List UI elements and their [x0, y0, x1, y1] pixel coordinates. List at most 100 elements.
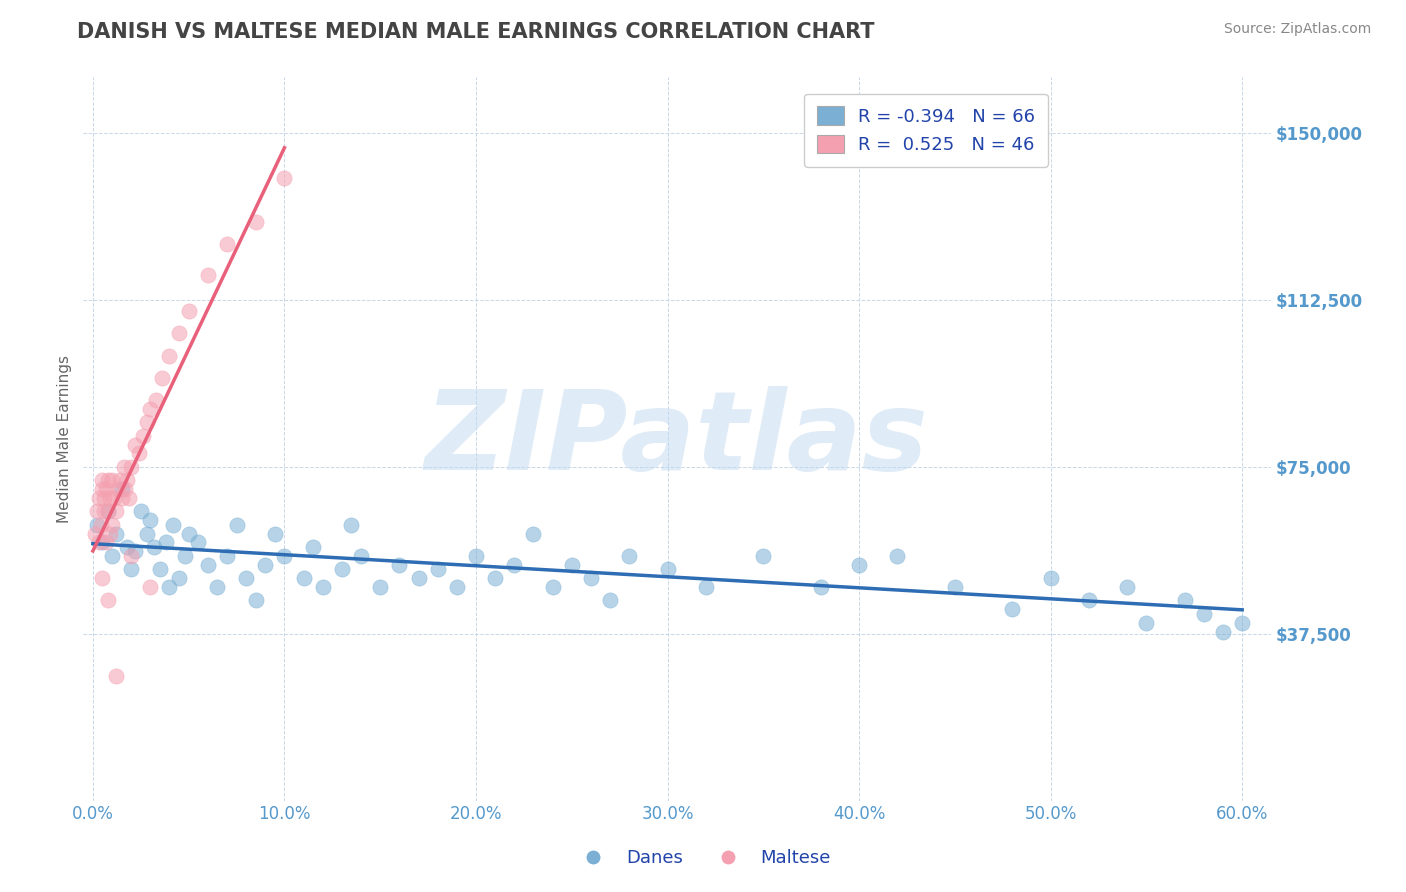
- Point: [114, 482, 136, 496]
- Point: [465, 549, 488, 563]
- Point: [579, 571, 602, 585]
- Y-axis label: Median Male Earnings: Median Male Earnings: [58, 355, 72, 523]
- Point: [103, 491, 125, 505]
- Point: [263, 526, 285, 541]
- Point: [112, 459, 135, 474]
- Point: [110, 491, 132, 505]
- Point: [96, 482, 118, 496]
- Point: [1135, 615, 1157, 630]
- Legend: Danes, Maltese: Danes, Maltese: [568, 842, 838, 874]
- Point: [312, 580, 335, 594]
- Point: [350, 549, 373, 563]
- Point: [886, 549, 908, 563]
- Point: [162, 517, 184, 532]
- Point: [86, 517, 108, 532]
- Point: [159, 580, 181, 594]
- Point: [98, 491, 121, 505]
- Point: [97, 504, 120, 518]
- Point: [426, 562, 449, 576]
- Point: [83, 526, 105, 541]
- Point: [91, 473, 114, 487]
- Point: [159, 349, 181, 363]
- Point: [368, 580, 391, 594]
- Point: [128, 446, 150, 460]
- Point: [273, 170, 295, 185]
- Point: [93, 491, 115, 505]
- Point: [98, 526, 121, 541]
- Point: [139, 402, 162, 417]
- Point: [124, 437, 146, 451]
- Point: [135, 415, 157, 429]
- Point: [1116, 580, 1139, 594]
- Point: [155, 535, 177, 549]
- Point: [135, 526, 157, 541]
- Point: [177, 304, 200, 318]
- Point: [167, 571, 190, 585]
- Point: [97, 593, 120, 607]
- Point: [446, 580, 468, 594]
- Point: [120, 562, 142, 576]
- Point: [124, 544, 146, 558]
- Point: [90, 517, 112, 532]
- Point: [101, 473, 124, 487]
- Point: [96, 535, 118, 549]
- Point: [101, 549, 124, 563]
- Point: [215, 549, 238, 563]
- Point: [695, 580, 717, 594]
- Point: [484, 571, 506, 585]
- Point: [408, 571, 430, 585]
- Point: [107, 482, 129, 496]
- Point: [245, 215, 267, 229]
- Point: [1077, 593, 1099, 607]
- Point: [522, 526, 544, 541]
- Text: ZIPatlas: ZIPatlas: [425, 385, 929, 492]
- Point: [173, 549, 195, 563]
- Point: [86, 504, 108, 518]
- Point: [235, 571, 257, 585]
- Point: [97, 473, 120, 487]
- Point: [177, 526, 200, 541]
- Point: [129, 504, 152, 518]
- Point: [245, 593, 267, 607]
- Point: [561, 558, 583, 572]
- Point: [1001, 602, 1024, 616]
- Point: [104, 526, 127, 541]
- Point: [167, 326, 190, 341]
- Point: [1212, 624, 1234, 639]
- Point: [143, 540, 166, 554]
- Point: [657, 562, 679, 576]
- Point: [117, 473, 139, 487]
- Point: [93, 504, 115, 518]
- Point: [104, 504, 127, 518]
- Point: [215, 237, 238, 252]
- Legend: R = -0.394   N = 66, R =  0.525   N = 46: R = -0.394 N = 66, R = 0.525 N = 46: [804, 94, 1047, 167]
- Point: [541, 580, 564, 594]
- Point: [197, 268, 219, 283]
- Point: [91, 535, 114, 549]
- Point: [599, 593, 621, 607]
- Point: [110, 482, 132, 496]
- Point: [120, 459, 142, 474]
- Point: [108, 473, 131, 487]
- Point: [197, 558, 219, 572]
- Point: [117, 540, 139, 554]
- Point: [752, 549, 775, 563]
- Point: [139, 513, 162, 527]
- Point: [330, 562, 353, 576]
- Point: [503, 558, 526, 572]
- Point: [145, 393, 167, 408]
- Point: [139, 580, 162, 594]
- Point: [149, 562, 172, 576]
- Point: [91, 482, 114, 496]
- Point: [810, 580, 832, 594]
- Point: [292, 571, 315, 585]
- Point: [273, 549, 295, 563]
- Point: [91, 571, 114, 585]
- Point: [388, 558, 411, 572]
- Point: [87, 491, 110, 505]
- Point: [187, 535, 209, 549]
- Point: [848, 558, 870, 572]
- Point: [118, 491, 141, 505]
- Text: DANISH VS MALTESE MEDIAN MALE EARNINGS CORRELATION CHART: DANISH VS MALTESE MEDIAN MALE EARNINGS C…: [77, 22, 875, 42]
- Point: [340, 517, 363, 532]
